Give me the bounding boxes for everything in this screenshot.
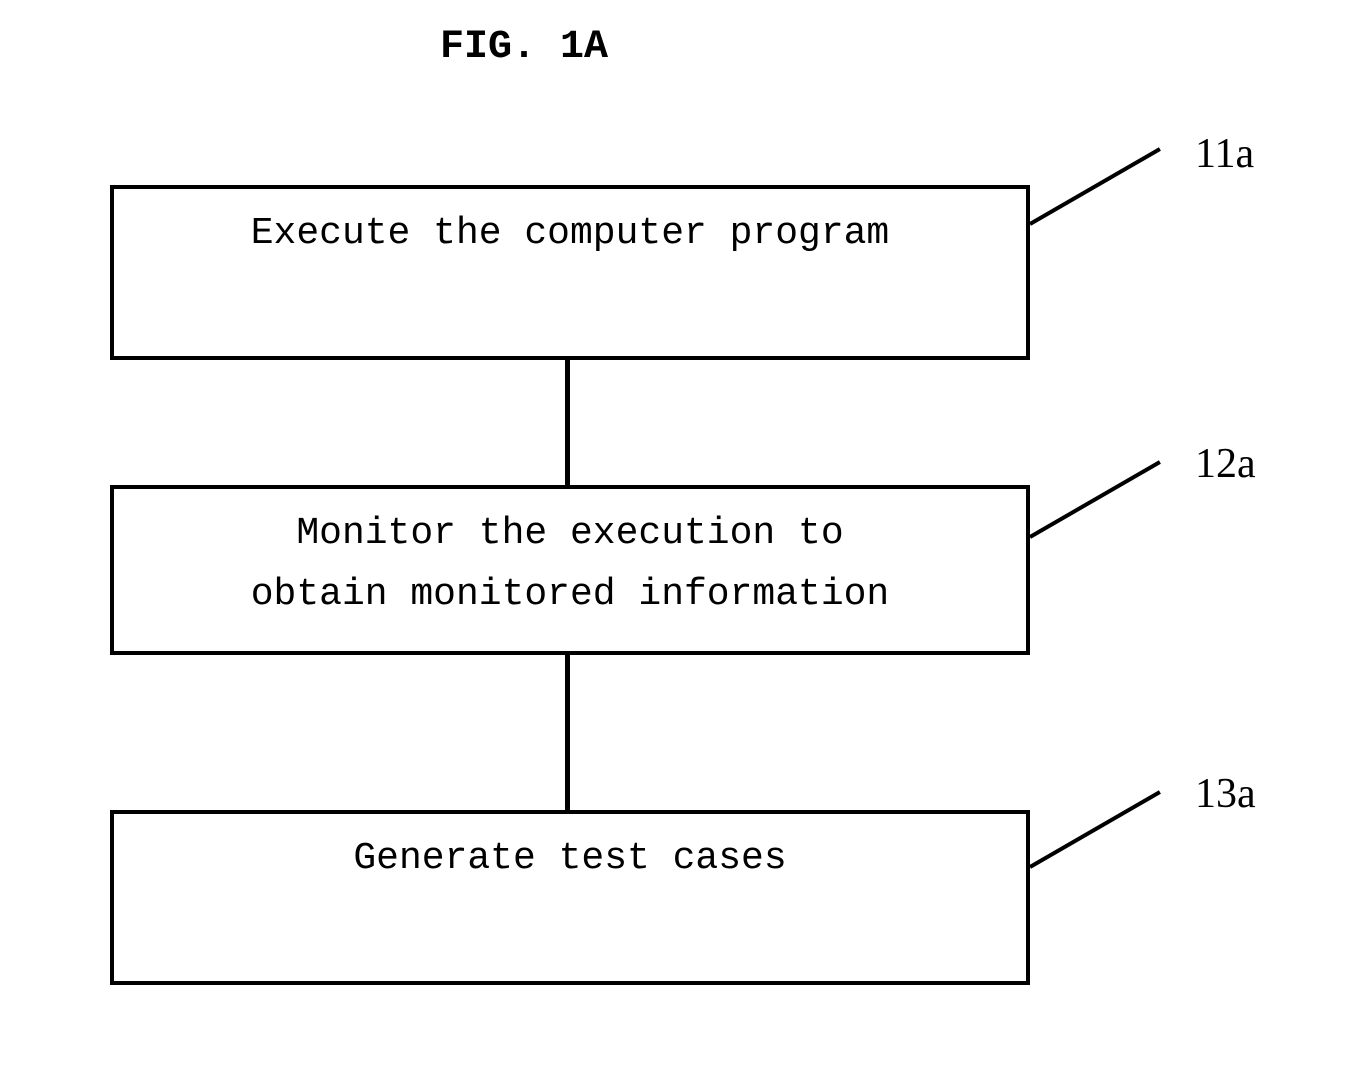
flowchart-box-generate: Generate test cases [110,810,1030,985]
box-text: Monitor the execution to [296,504,843,565]
flowchart-box-monitor: Monitor the execution to obtain monitore… [110,485,1030,655]
reference-label-12a: 12a [1195,440,1256,488]
reference-line [1029,460,1161,538]
reference-line [1029,147,1161,225]
flowchart-connector [565,360,570,485]
reference-label-13a: 13a [1195,770,1256,818]
flowchart-connector [565,655,570,810]
reference-label-11a: 11a [1195,130,1254,178]
box-text: Execute the computer program [251,204,890,265]
flowchart-box-execute: Execute the computer program [110,185,1030,360]
reference-line [1029,790,1161,868]
box-text: obtain monitored information [251,565,890,626]
figure-title: FIG. 1A [440,25,608,70]
box-text: Generate test cases [353,829,786,890]
